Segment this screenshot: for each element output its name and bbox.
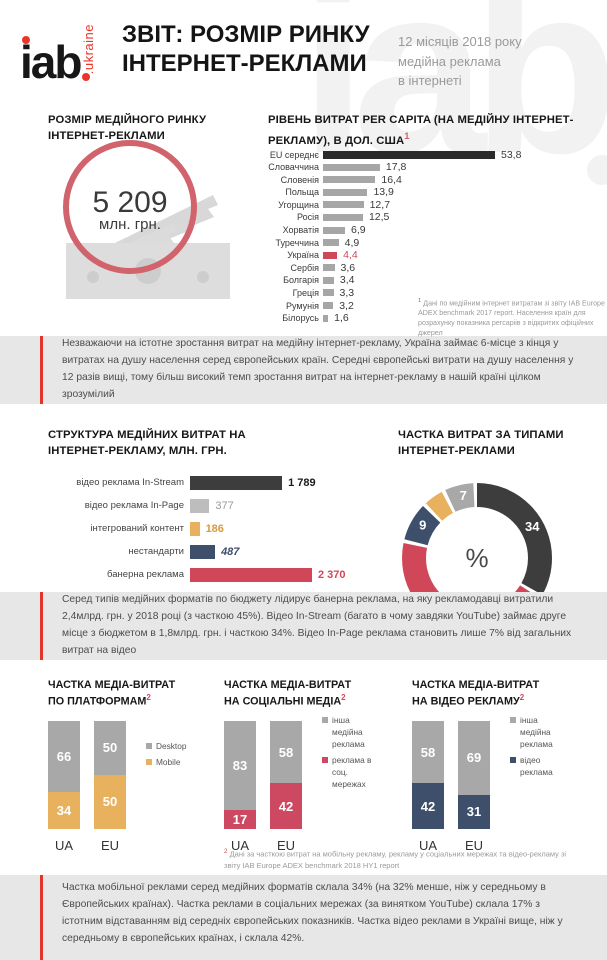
svg-text:7: 7 xyxy=(460,488,467,503)
svg-text:9: 9 xyxy=(419,517,426,532)
svg-text:34: 34 xyxy=(525,519,540,534)
svg-text:%: % xyxy=(465,543,488,573)
